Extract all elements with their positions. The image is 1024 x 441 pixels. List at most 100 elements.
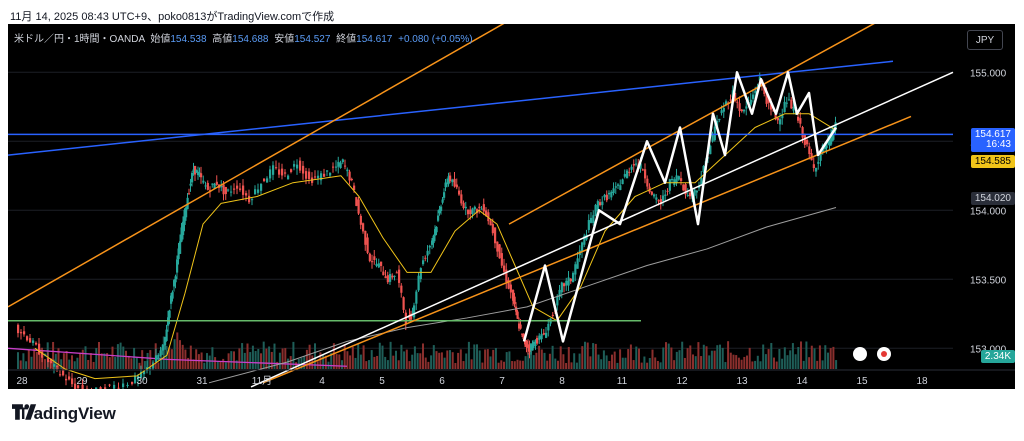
volume-bar: [25, 361, 28, 369]
x-axis-tick-label: 31: [196, 376, 208, 387]
candle-body: [185, 207, 188, 218]
candle-body: [480, 208, 483, 210]
volume-bar: [735, 355, 738, 369]
volume-bar: [746, 355, 748, 369]
volume-bar: [308, 344, 311, 369]
volume-bar: [427, 361, 430, 369]
candle-body: [222, 184, 225, 195]
volume-bar: [770, 342, 773, 369]
candle-body: [364, 230, 367, 245]
candle-body: [68, 376, 71, 380]
symbol-label[interactable]: 米ドル／円・1時間・OANDA: [14, 34, 145, 45]
ma-slow-tag: 154.020: [970, 192, 1015, 205]
volume-bar: [486, 349, 489, 369]
volume-bar: [278, 352, 281, 369]
volume-bar: [538, 345, 541, 369]
candle-body: [344, 165, 347, 167]
candle-body: [400, 285, 403, 293]
candle-body: [179, 241, 182, 254]
currency-button[interactable]: JPY: [967, 30, 1003, 50]
volume-bar: [462, 361, 465, 369]
volume-bar: [724, 362, 727, 369]
x-axis-tick-label: 6: [439, 376, 445, 387]
candle-body: [528, 346, 531, 352]
candle-body: [251, 199, 254, 201]
volume-bar: [160, 347, 163, 369]
volume-bar: [489, 356, 492, 369]
candle-body: [605, 194, 608, 201]
orange-channel-upper: [8, 24, 505, 308]
x-axis-tick-label: 15: [856, 376, 868, 387]
volume-bar: [173, 339, 176, 369]
volume-bar: [192, 359, 195, 369]
candle-body: [227, 189, 230, 191]
volume-bar: [346, 351, 349, 369]
volume-bar: [827, 352, 829, 369]
x-axis-tick-label: 12: [676, 376, 688, 387]
candle-body: [161, 344, 164, 351]
candle-body: [134, 375, 137, 383]
candle-body: [653, 194, 656, 197]
volume-bar: [567, 347, 570, 369]
volume-bar: [257, 349, 260, 369]
candle-body: [817, 161, 820, 164]
volume-bar: [524, 356, 527, 369]
tradingview-logo[interactable]: TradingView: [12, 404, 116, 424]
candle-body: [248, 195, 251, 203]
candle-body: [498, 244, 501, 259]
volume-bar: [692, 354, 694, 369]
candle-body: [608, 192, 611, 195]
candle-body: [443, 192, 446, 198]
volume-bar: [773, 357, 775, 369]
candle-body: [632, 164, 635, 166]
volume-bar: [710, 350, 713, 369]
volume-bar: [214, 357, 217, 369]
candle-body: [26, 336, 29, 341]
volume-bar: [241, 343, 244, 369]
candle-body: [542, 333, 545, 335]
volume-bar: [519, 360, 522, 369]
candle-body: [722, 107, 725, 112]
volume-bar: [322, 354, 325, 369]
volume-bar: [17, 352, 19, 369]
candle-body: [20, 332, 23, 334]
volume-bar: [268, 346, 271, 369]
candle-body: [59, 374, 62, 376]
close-value: 154.617: [356, 34, 393, 45]
volume-bar: [284, 348, 287, 369]
volume-bar: [594, 343, 597, 369]
candle-body: [650, 191, 653, 195]
low-label: 安値: [274, 34, 295, 45]
candle-body: [113, 384, 116, 389]
volume-bar: [808, 357, 811, 369]
chart-panel[interactable]: 153.000153.500154.000154.500155.00028293…: [8, 24, 1015, 389]
candle-body: [122, 383, 125, 388]
volume-bar: [694, 356, 697, 369]
candle-body: [220, 185, 223, 188]
candle-body: [803, 134, 806, 145]
x-axis-tick-label: 8: [559, 376, 565, 387]
volume-bar: [381, 345, 384, 369]
candle-body: [432, 235, 435, 244]
candle-body: [590, 217, 593, 223]
candle-body: [774, 113, 777, 120]
candle-body: [525, 340, 528, 347]
candle-body: [513, 296, 516, 304]
volume-bar: [276, 361, 279, 369]
candle-body: [830, 133, 833, 145]
volume-bar: [100, 353, 103, 369]
volume-bar: [789, 350, 792, 369]
volume-bar: [260, 353, 262, 369]
volume-bar: [106, 353, 109, 369]
price-chart[interactable]: 153.000153.500154.000154.500155.00028293…: [8, 24, 1015, 389]
candle-body: [664, 194, 667, 196]
candle-body: [473, 206, 476, 210]
candle-body: [596, 201, 599, 212]
candle-body: [752, 94, 755, 99]
candle-body: [612, 188, 615, 194]
candle-body: [503, 265, 506, 272]
volume-bar: [187, 357, 190, 369]
candle-body: [519, 324, 522, 329]
candle-body: [749, 99, 752, 105]
last-price-tag: 154.617 16:43: [970, 128, 1015, 152]
